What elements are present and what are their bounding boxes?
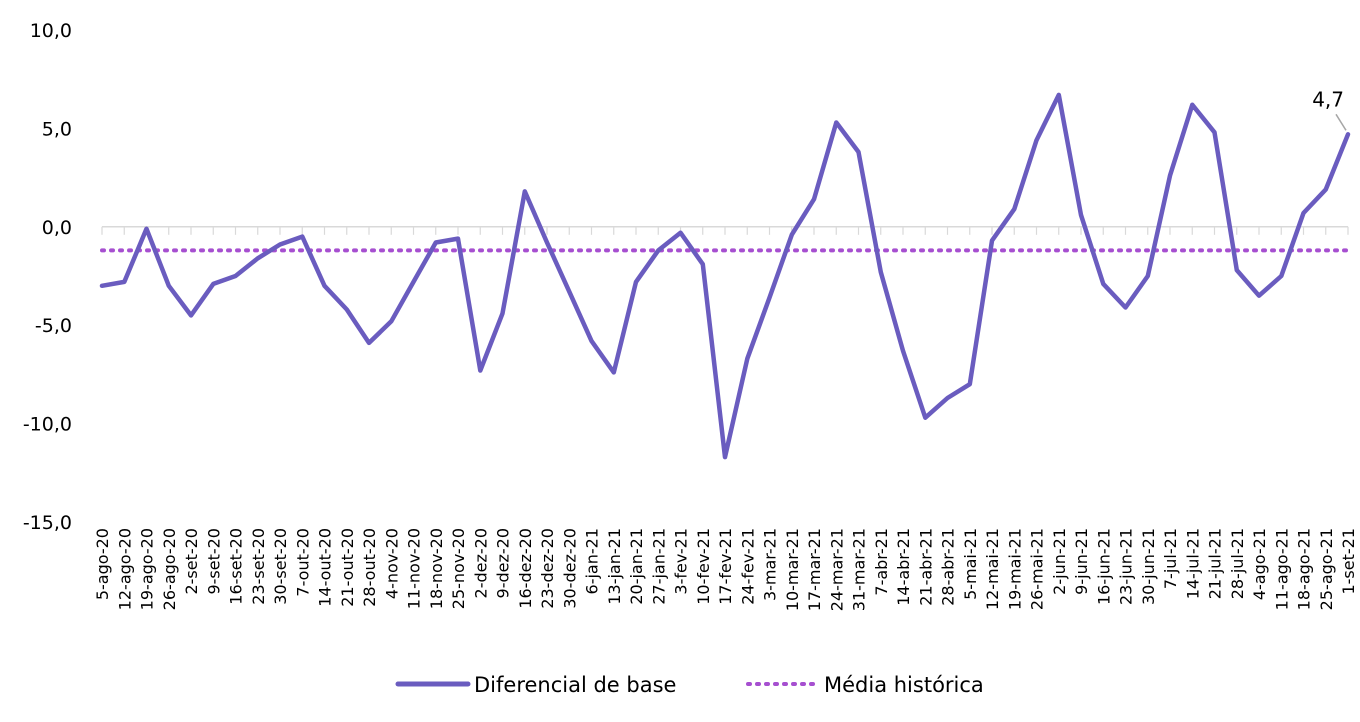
- x-tick-label: 19-ago-20: [138, 528, 157, 610]
- x-tick-label: 12-mai-21: [983, 528, 1002, 610]
- x-tick-label: 9-dez-20: [494, 528, 513, 598]
- x-tick-label: 24-fev-21: [738, 528, 757, 605]
- x-tick-label: 5-ago-20: [93, 528, 112, 600]
- data-label-leader: [1335, 113, 1347, 131]
- x-tick-label: 10-mar-21: [783, 528, 802, 611]
- x-tick-label: 25-nov-20: [449, 528, 468, 609]
- x-tick-label: 19-mai-21: [1005, 528, 1024, 610]
- x-tick-label: 30-jun-21: [1139, 528, 1158, 605]
- x-tick-label: 16-jun-21: [1094, 528, 1113, 605]
- x-tick-label: 13-jan-21: [605, 528, 624, 605]
- x-tick-label: 2-jun-21: [1050, 528, 1069, 595]
- x-tick-label: 25-ago-21: [1317, 528, 1336, 610]
- x-tick-label: 21-abr-21: [916, 528, 935, 606]
- series-layer: [99, 92, 1351, 460]
- y-tick-label: -5,0: [35, 315, 72, 337]
- x-tick-label: 17-mar-21: [805, 528, 824, 611]
- x-tick-label: 27-jan-21: [649, 528, 668, 605]
- x-tick-label: 18-nov-20: [427, 528, 446, 609]
- series-line-diferencial-de-base: [99, 92, 1351, 460]
- y-tick-label: 5,0: [42, 118, 72, 140]
- x-tick-label: 23-dez-20: [538, 528, 557, 609]
- y-axis: 10,0 5,0 0,0 -5,0 -10,0 -15,0: [23, 20, 72, 534]
- x-tick-label: 6-jan-21: [583, 528, 602, 594]
- x-tick-label: 9-set-20: [204, 528, 223, 595]
- x-tick-label: 5-mai-21: [961, 528, 980, 600]
- x-tick-label: 28-abr-21: [939, 528, 958, 606]
- x-tick-label: 17-fev-21: [716, 528, 735, 605]
- y-tick-label: 0,0: [42, 217, 72, 239]
- x-tick-label: 3-mar-21: [761, 528, 780, 601]
- legend-label-media: Média histórica: [824, 673, 984, 697]
- x-tick-label: 21-jul-21: [1206, 528, 1225, 599]
- y-tick-label: 10,0: [30, 20, 72, 42]
- x-tick-label: 24-mar-21: [827, 528, 846, 611]
- legend-label-diferencial: Diferencial de base: [474, 673, 676, 697]
- x-tick-label: 7-abr-21: [872, 528, 891, 596]
- x-tick-label: 7-jul-21: [1161, 528, 1180, 589]
- x-tick-label: 20-jan-21: [627, 528, 646, 605]
- x-tick-label: 14-out-20: [316, 528, 335, 607]
- x-tick-label: 10-fev-21: [694, 528, 713, 605]
- x-tick-label: 21-out-20: [338, 528, 357, 607]
- x-tick-label: 26-mai-21: [1028, 528, 1047, 610]
- x-tick-label: 11-nov-20: [405, 528, 424, 609]
- x-tick-label: 14-jul-21: [1183, 528, 1202, 599]
- x-tick-label: 23-jun-21: [1117, 528, 1136, 605]
- x-axis: 5-ago-20 12-ago-20 19-ago-20 26-ago-20 2-set…: [93, 226, 1358, 611]
- x-tick-label: 2-dez-20: [471, 528, 490, 598]
- x-tick-label: 1-set-21: [1339, 528, 1358, 595]
- x-tick-label: 26-ago-20: [160, 528, 179, 610]
- x-tick-label: 4-nov-20: [382, 528, 401, 599]
- x-tick-label: 7-out-20: [293, 528, 312, 597]
- x-tick-label: 16-set-20: [227, 528, 246, 605]
- x-tick-label: 28-jul-21: [1228, 528, 1247, 599]
- x-tick-label: 2-set-20: [182, 528, 201, 595]
- x-tick-label: 31-mar-21: [850, 528, 869, 611]
- x-tick-label: 14-abr-21: [894, 528, 913, 606]
- data-label-last: 4,7: [1312, 87, 1344, 111]
- x-tick-label: 30-dez-20: [560, 528, 579, 609]
- x-tick-label: 30-set-20: [271, 528, 290, 605]
- data-labels: 4,7: [1312, 87, 1347, 131]
- x-tick-label: 18-ago-21: [1295, 528, 1314, 610]
- x-tick-label: 3-fev-21: [672, 528, 691, 595]
- x-tick-label: 4-ago-21: [1250, 528, 1269, 600]
- y-tick-label: -10,0: [23, 414, 72, 436]
- x-tick-label: 28-out-20: [360, 528, 379, 607]
- legend: Diferencial de base Média histórica: [395, 673, 984, 697]
- x-tick-label: 16-dez-20: [516, 528, 535, 609]
- y-tick-label: -15,0: [23, 512, 72, 534]
- x-tick-label: 12-ago-20: [115, 528, 134, 610]
- x-tick-label: 9-jun-21: [1072, 528, 1091, 595]
- x-tick-label: 23-set-20: [249, 528, 268, 605]
- x-tick-label: 11-ago-21: [1272, 528, 1291, 610]
